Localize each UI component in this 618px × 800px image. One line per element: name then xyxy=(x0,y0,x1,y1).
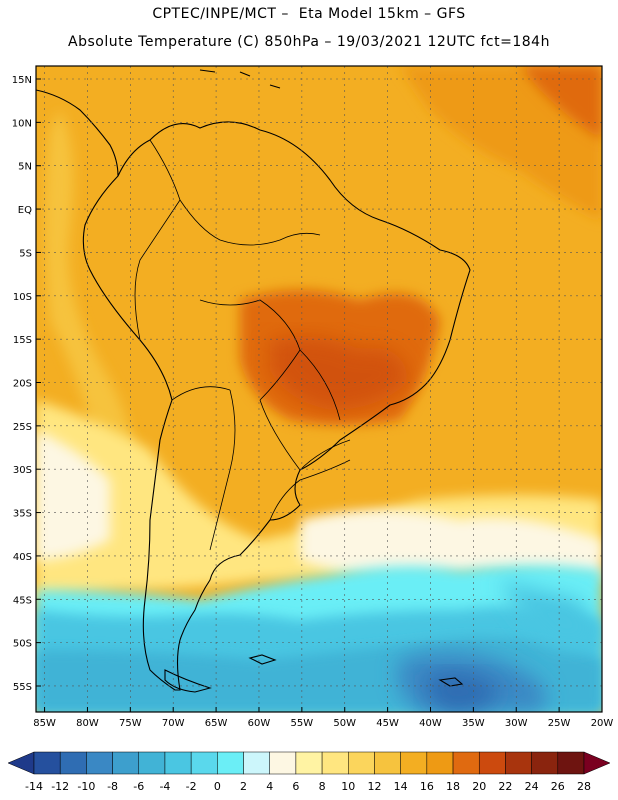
lat-label: 10N xyxy=(12,118,32,129)
lon-label: 25W xyxy=(548,718,571,729)
lat-label: 50S xyxy=(13,639,32,650)
colorbar-swatch xyxy=(86,751,113,775)
lat-lon-grid xyxy=(36,66,602,712)
south-georgia xyxy=(438,677,464,687)
colorbar-swatch xyxy=(33,751,61,775)
lat-label: 55S xyxy=(13,682,32,693)
colorbar-swatch xyxy=(217,751,244,775)
central-america-coastline xyxy=(36,89,119,177)
lat-label: 15S xyxy=(13,335,32,346)
colorbar-swatch xyxy=(138,751,166,775)
lon-label: 65W xyxy=(205,718,228,729)
colorbar-swatch xyxy=(164,751,192,775)
colorbar-label: 6 xyxy=(292,780,299,793)
colorbar-swatch xyxy=(557,751,585,775)
colorbar-label: -8 xyxy=(107,780,118,793)
lat-label: 45S xyxy=(13,595,32,606)
lon-label: 80W xyxy=(76,718,99,729)
colorbar-max-arrow xyxy=(583,751,611,775)
colorbar-label: 26 xyxy=(551,780,565,793)
colorbar-swatch xyxy=(505,751,532,775)
colorbar-swatch xyxy=(269,751,297,775)
map-frame xyxy=(35,65,603,713)
colorbar-swatch xyxy=(452,751,480,775)
lon-label: 70W xyxy=(162,718,185,729)
longitude-labels: 85W 80W 75W 70W 65W 60W 55W 50W 45W 40W 35W 30W 25W 2… xyxy=(33,707,613,729)
tierra-del-fuego xyxy=(164,669,212,693)
falklands xyxy=(248,654,277,665)
lon-label: 50W xyxy=(333,718,356,729)
south-america-coastline xyxy=(82,121,471,691)
colorbar-label: -4 xyxy=(159,780,170,793)
colorbar-label: -6 xyxy=(133,780,144,793)
colorbar: -14 -12 -10 -8 -6 -4 -2 0 2 4 6 8 10 12 14 16 18 20 22 24 26… xyxy=(7,751,611,793)
colorbar-swatch xyxy=(295,751,323,775)
latitude-labels: 15N 10N 5N EQ 5S 10S 15S 20S 25S 30S 35S 40S 45S 50S 5… xyxy=(12,75,41,693)
colorbar-label: 0 xyxy=(214,780,221,793)
colorbar-swatch xyxy=(59,751,87,775)
lon-label: 60W xyxy=(248,718,271,729)
colorbar-label: 12 xyxy=(367,780,381,793)
colorbar-swatch xyxy=(374,751,401,775)
colorbar-swatch xyxy=(321,751,349,775)
lon-label: 30W xyxy=(505,718,528,729)
caribbean-islands xyxy=(199,69,281,89)
chart-title-line1: CPTEC/INPE/MCT – Eta Model 15km – GFS xyxy=(152,6,466,22)
lat-label: 5S xyxy=(19,248,32,259)
colorbar-swatches xyxy=(7,751,611,775)
lon-label: 45W xyxy=(376,718,399,729)
colorbar-swatch xyxy=(426,751,454,775)
lat-label: 35S xyxy=(13,509,32,520)
lat-label: 5N xyxy=(18,162,32,173)
colorbar-label: 18 xyxy=(446,780,460,793)
colorbar-label: -14 xyxy=(25,780,43,793)
colorbar-label: 24 xyxy=(525,780,539,793)
colorbar-swatch xyxy=(478,751,506,775)
colorbar-label: 28 xyxy=(577,780,591,793)
colorbar-label: 22 xyxy=(498,780,512,793)
lon-label: 20W xyxy=(591,718,614,729)
lat-label: 25S xyxy=(13,422,32,433)
lon-label: 75W xyxy=(119,718,142,729)
temperature-map: 15N 10N 5N EQ 5S 10S 15S 20S 25S 30S 35S 40S 45S 50S 5… xyxy=(12,65,613,729)
lon-label: 35W xyxy=(462,718,485,729)
lon-label: 85W xyxy=(33,718,56,729)
colorbar-swatch xyxy=(112,751,140,775)
lon-label: 40W xyxy=(419,718,442,729)
colorbar-min-arrow xyxy=(7,751,35,775)
colorbar-label: 10 xyxy=(341,780,355,793)
colorbar-swatch xyxy=(348,751,375,775)
colorbar-label: 20 xyxy=(472,780,486,793)
lat-label: 15N xyxy=(12,75,32,86)
temperature-field xyxy=(36,66,602,712)
lat-label: 40S xyxy=(13,552,32,563)
lon-label: 55W xyxy=(291,718,314,729)
colorbar-label: 4 xyxy=(266,780,273,793)
lat-label: 30S xyxy=(13,465,32,476)
colorbar-label: -2 xyxy=(186,780,197,793)
chart-title-line2: Absolute Temperature (C) 850hPa – 19/03/… xyxy=(68,34,550,50)
lat-label: 20S xyxy=(13,378,32,389)
lat-label: 10S xyxy=(13,292,32,303)
colorbar-swatch xyxy=(531,751,559,775)
colorbar-label: 16 xyxy=(420,780,434,793)
colorbar-labels: -14 -12 -10 -8 -6 -4 -2 0 2 4 6 8 10 12 14 16 18 20 22 24 26… xyxy=(25,780,591,793)
colorbar-label: -12 xyxy=(51,780,69,793)
colorbar-label: -10 xyxy=(77,780,95,793)
colorbar-swatch xyxy=(190,751,218,775)
colorbar-label: 2 xyxy=(240,780,247,793)
colorbar-swatch xyxy=(243,751,270,775)
colorbar-label: 14 xyxy=(394,780,408,793)
colorbar-swatch xyxy=(400,751,428,775)
lat-label: EQ xyxy=(18,205,32,216)
colorbar-label: 8 xyxy=(319,780,326,793)
